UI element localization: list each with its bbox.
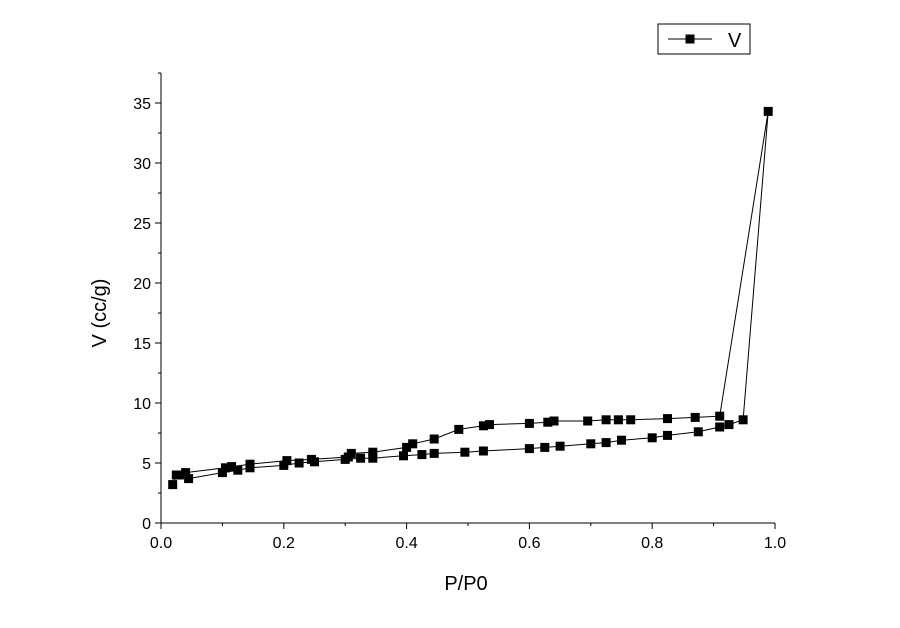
data-point	[690, 412, 700, 422]
data-point	[408, 439, 418, 449]
data-point	[174, 470, 184, 480]
data-point	[227, 462, 237, 472]
legend: V	[657, 23, 751, 55]
x-tick-label: 0.0	[150, 535, 172, 552]
data-point	[245, 459, 255, 469]
data-point	[294, 458, 304, 468]
data-point	[586, 439, 596, 449]
data-point	[181, 468, 191, 478]
y-tick-label: 30	[133, 156, 151, 173]
data-point	[613, 415, 623, 425]
data-point	[617, 435, 626, 445]
data-point	[647, 433, 657, 443]
data-point	[663, 430, 672, 440]
data-point	[693, 427, 703, 437]
data-point	[724, 420, 734, 430]
data-point	[540, 442, 550, 452]
x-tick-label: 1.0	[764, 535, 786, 552]
legend-label: V	[728, 30, 742, 52]
x-axis-title: P/P0	[444, 573, 487, 595]
y-tick-label: 20	[133, 276, 151, 293]
data-point	[221, 463, 230, 473]
data-point	[715, 422, 725, 432]
y-tick-label: 5	[142, 456, 151, 473]
data-point	[217, 468, 227, 478]
data-point	[485, 420, 494, 430]
y-tick-label: 0	[142, 516, 151, 533]
data-point	[738, 415, 748, 425]
data-point	[524, 418, 534, 428]
data-point	[402, 442, 412, 452]
data-point	[356, 453, 366, 463]
data-point	[601, 438, 611, 448]
y-tick-label: 10	[133, 396, 151, 413]
data-point	[168, 480, 178, 490]
data-point	[429, 434, 439, 444]
data-point	[368, 453, 378, 463]
legend-marker	[685, 34, 695, 44]
data-point	[478, 446, 488, 456]
data-point	[478, 421, 488, 431]
y-tick-label: 15	[133, 336, 151, 353]
data-point	[454, 424, 464, 434]
x-tick-label: 0.6	[518, 535, 540, 552]
ticks	[155, 72, 776, 529]
data-point	[460, 447, 470, 457]
y-tick-label: 35	[133, 96, 151, 113]
tick-labels: 0.0 0.2 0.4 0.6 0.8 1.0 0 5 10 15 20 25 30 35	[133, 96, 786, 552]
y-axis-title: V (cc/g)	[89, 279, 111, 348]
data-point	[555, 441, 565, 451]
data-point	[343, 452, 353, 462]
data-point	[429, 448, 439, 458]
data-point	[306, 454, 316, 464]
data-point	[368, 447, 378, 457]
data-point	[282, 456, 292, 466]
x-tick-label: 0.8	[641, 535, 663, 552]
data-point	[626, 415, 636, 425]
series-line	[172, 111, 769, 485]
data-point	[715, 411, 725, 421]
data-point	[524, 444, 534, 454]
series-layer	[168, 106, 773, 490]
data-point	[417, 450, 427, 460]
y-tick-label: 25	[133, 216, 151, 233]
data-point	[549, 416, 559, 426]
data-point	[763, 106, 773, 116]
data-point	[233, 465, 243, 475]
x-tick-label: 0.4	[395, 535, 417, 552]
data-point	[663, 414, 672, 424]
data-point	[279, 460, 289, 470]
data-point	[543, 417, 553, 427]
data-point	[399, 451, 408, 461]
data-point	[583, 416, 593, 426]
x-tick-label: 0.2	[273, 535, 295, 552]
data-point	[184, 474, 194, 484]
data-point	[601, 415, 611, 425]
